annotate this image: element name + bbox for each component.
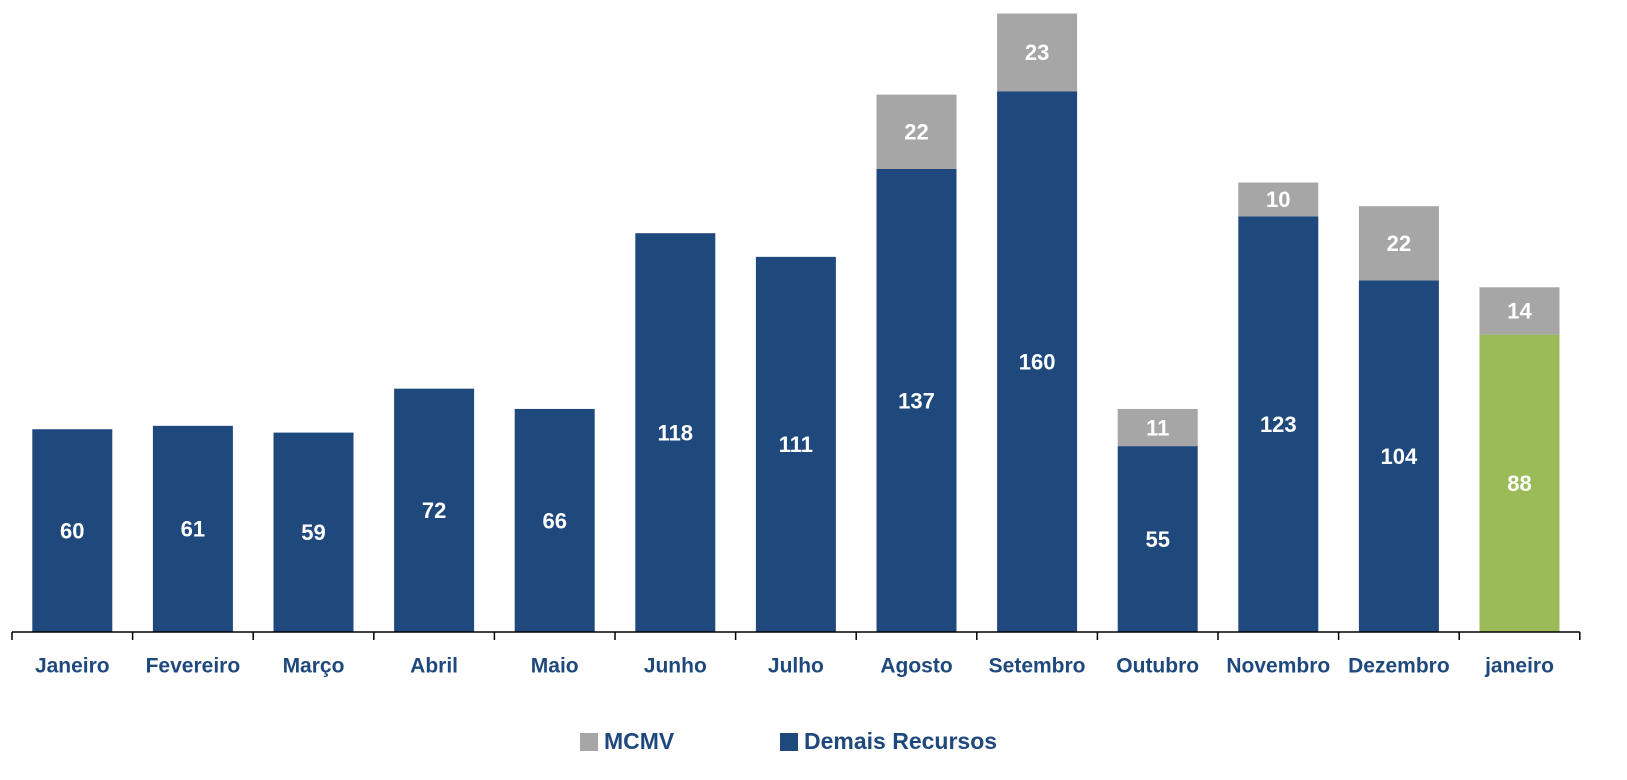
- value-label: 60: [60, 518, 84, 543]
- bar-segment: [394, 388, 475, 632]
- x-tick-label: Janeiro: [35, 655, 110, 678]
- bar-segment: [1358, 280, 1439, 632]
- value-label: 111: [779, 432, 813, 457]
- x-tick-label: Outubro: [1116, 655, 1199, 678]
- bar-segment: [1238, 182, 1319, 217]
- legend-swatch: [580, 733, 598, 751]
- x-tick-label: Março: [283, 655, 345, 678]
- bar-segment: [635, 233, 716, 632]
- bar-segment: [1117, 408, 1198, 447]
- value-label: 118: [658, 420, 694, 445]
- legend-label: Demais Recursos: [804, 728, 997, 754]
- value-label: 11: [1146, 415, 1169, 440]
- bar-segment: [32, 429, 113, 632]
- x-tick-label: Setembro: [989, 655, 1086, 678]
- bar-segment: [997, 91, 1078, 632]
- bar-segment: [1479, 334, 1560, 632]
- value-label: 123: [1260, 412, 1297, 437]
- bar-segment: [755, 256, 836, 632]
- bar-segment: [514, 408, 595, 632]
- x-tick-label: Fevereiro: [146, 655, 241, 678]
- bar-segment: [1358, 206, 1439, 281]
- value-label: 137: [898, 388, 935, 413]
- x-tick-label: Maio: [531, 655, 579, 678]
- value-label: 59: [301, 520, 325, 545]
- legend-swatch: [780, 733, 798, 751]
- x-tick-label: Agosto: [880, 655, 952, 678]
- x-tick-label: Junho: [644, 655, 707, 678]
- bar-segment: [1238, 216, 1319, 632]
- legend-label: MCMV: [604, 728, 675, 754]
- value-label: 72: [422, 498, 446, 523]
- x-tick-label: Julho: [768, 655, 824, 678]
- bar-segment: [997, 13, 1078, 92]
- value-label: 22: [1387, 231, 1411, 256]
- value-label: 23: [1025, 40, 1049, 65]
- bar-segment: [1117, 446, 1198, 632]
- x-tick-label: Dezembro: [1348, 655, 1450, 678]
- value-label: 22: [904, 120, 928, 145]
- bar-segment: [876, 94, 957, 169]
- value-label: 61: [181, 517, 205, 542]
- value-label: 14: [1507, 299, 1532, 324]
- value-label: 66: [542, 508, 566, 533]
- bar-segment: [152, 425, 233, 632]
- x-tick-label: janeiro: [1484, 655, 1554, 678]
- value-label: 10: [1266, 187, 1290, 212]
- bar-segment: [1479, 287, 1560, 335]
- bar-segment: [876, 168, 957, 633]
- x-tick-label: Abril: [410, 655, 458, 678]
- value-label: 88: [1507, 471, 1531, 496]
- x-tick-label: Novembro: [1226, 655, 1330, 678]
- bar-segment: [273, 432, 354, 632]
- value-label: 104: [1381, 444, 1418, 469]
- value-label: 55: [1145, 527, 1169, 552]
- value-label: 160: [1019, 349, 1056, 374]
